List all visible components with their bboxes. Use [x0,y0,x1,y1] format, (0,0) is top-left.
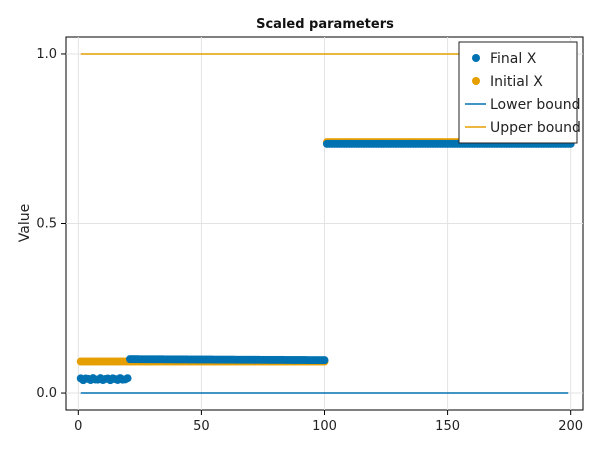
x-tick-label: 150 [435,419,460,434]
legend-label-final-x: Final X [490,51,537,67]
x-tick-label: 0 [74,419,82,434]
legend-label-upper-bound: Upper bound [490,120,581,136]
legend-label-lower-bound: Lower bound [490,97,580,113]
chart-title: Scaled parameters [256,17,394,32]
final-x-point [320,356,329,365]
x-tick-label: 50 [193,419,210,434]
x-tick-label: 100 [312,419,337,434]
axis-ticks: 0 50 100 150 200 0.0 0.5 1.0 [36,47,583,434]
legend-label-initial-x: Initial X [490,74,543,90]
legend-marker-final-x [472,54,480,62]
y-axis-label: Value [17,204,33,242]
legend: Final X Initial X Lower bound Upper boun… [458,41,581,144]
legend-marker-initial-x [472,77,480,85]
y-tick-label: 0.0 [36,386,57,401]
y-tick-label: 1.0 [36,47,57,62]
y-tick-label: 0.5 [36,217,57,232]
final-x-point [123,374,132,383]
x-tick-label: 200 [558,419,583,434]
